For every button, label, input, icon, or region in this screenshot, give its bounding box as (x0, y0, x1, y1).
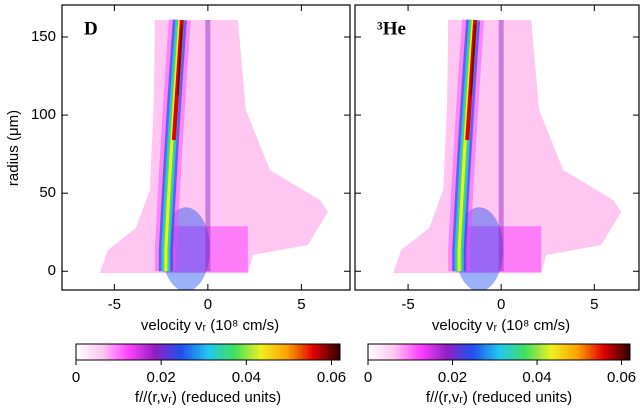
x-tick-label: -5 (108, 296, 121, 313)
colorbar-title: f//(r,vᵣ) (reduced units) (135, 389, 281, 406)
y-axis-title: radius (μm) (5, 110, 22, 186)
colorbar-tick-label: 0 (72, 369, 80, 386)
colorbar-tick-label: 0.02 (438, 369, 467, 386)
plot-frame (61, 4, 351, 291)
density-peak (470, 24, 476, 96)
y-tick-label: 100 (31, 106, 56, 123)
y-tick-label: 150 (31, 28, 56, 45)
x-axis-title: velocity vᵣ (10⁸ cm/s) (432, 317, 570, 334)
colorbar-title: f//(r,vᵣ) (reduced units) (426, 389, 572, 406)
density-envelope (393, 20, 622, 274)
panel-title: ³He (377, 18, 406, 39)
density-envelope (99, 20, 328, 274)
heatmap (99, 19, 328, 290)
colorbar-tick-label: 0.06 (317, 369, 346, 386)
colorbar-tick-label: 0.06 (607, 369, 636, 386)
y-tick-label: 0 (48, 262, 56, 279)
x-tick-label: 5 (297, 296, 305, 313)
colorbar (75, 343, 341, 361)
x-tick-label: 0 (497, 296, 505, 313)
colorbar-tick-label: 0.04 (522, 369, 551, 386)
x-tick-label: -5 (401, 296, 414, 313)
x-axis-title: velocity vᵣ (10⁸ cm/s) (141, 317, 279, 334)
colorbar (367, 343, 631, 361)
colorbar-tick-label: 0 (364, 369, 372, 386)
x-tick-label: 0 (204, 296, 212, 313)
plot-frame (354, 4, 640, 291)
density-peak (177, 24, 183, 96)
y-tick-label: 50 (39, 184, 56, 201)
panel-title: D (84, 18, 98, 39)
x-tick-label: 5 (590, 296, 598, 313)
colorbar-tick-label: 0.04 (232, 369, 261, 386)
colorbar-tick-label: 0.02 (147, 369, 176, 386)
heatmap (393, 19, 622, 290)
